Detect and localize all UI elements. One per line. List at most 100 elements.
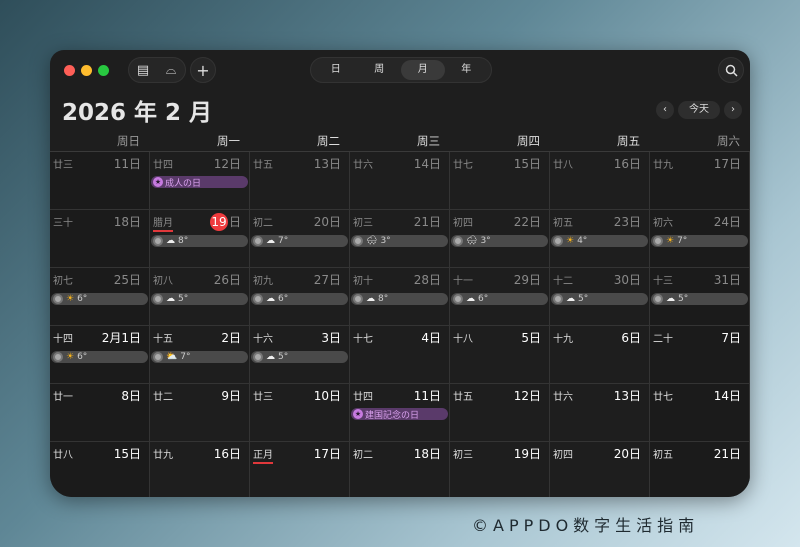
cloud-icon: ☁ [666,294,675,304]
lunar-date: 初九 [253,276,273,287]
day-cell[interactable]: 正月 17日 [250,442,350,497]
day-cell[interactable]: 廿三 10日 [250,384,350,441]
month-grid: 廿三 11日 廿四 12日 ★ 成人の日 廿五 13日 廿六 14日 廿七 15日 廿八 16日 廿九 17日… [50,152,750,497]
minimize-button[interactable] [81,65,92,76]
weather-event[interactable]: ☀ 6° [51,293,148,305]
day-number: 11日 [114,155,141,172]
day-cell[interactable]: 初四 22日 🌨 3° [450,210,550,267]
day-cell[interactable]: 初四 20日 [550,442,650,497]
day-cell[interactable]: 三十 18日 [50,210,150,267]
day-label: 13日 [313,157,341,171]
day-cell[interactable]: 廿四 12日 ★ 成人の日 [150,152,250,209]
day-cell[interactable]: 二十 7日 [650,326,750,383]
holiday-event[interactable]: ★ 成人の日 [151,176,248,189]
day-cell[interactable]: 廿五 12日 [450,384,550,441]
day-number: 24日 [714,213,741,230]
lunar-date: 廿五 [453,392,473,403]
day-cell[interactable]: 廿七 14日 [650,384,750,441]
day-cell[interactable]: 初七 25日 ☀ 6° [50,268,150,325]
day-cell[interactable]: 初六 24日 ☀ 7° [650,210,750,267]
window-controls [64,65,109,76]
weather-event[interactable]: ☁ 8° [351,293,448,305]
day-number: 18日 [114,213,141,230]
day-label: 2月1日 [101,331,141,345]
day-cell[interactable]: 初九 27日 ☁ 6° [250,268,350,325]
calendar-icon [453,236,463,246]
day-cell[interactable]: 廿八 15日 [50,442,150,497]
weather-event[interactable]: ☁ 8° [151,235,248,247]
day-cell[interactable]: 廿九 16日 [150,442,250,497]
day-cell[interactable]: 十四 2月1日 ☀ 6° [50,326,150,383]
inbox-icon[interactable]: ⌓ [165,62,177,78]
day-cell[interactable]: 十三 31日 ☁ 5° [650,268,750,325]
day-label: 31日 [713,273,741,287]
day-cell[interactable]: 廿六 13日 [550,384,650,441]
day-cell[interactable]: 十六 3日 ☁ 5° [250,326,350,383]
day-cell[interactable]: 廿六 14日 [350,152,450,209]
lunar-date: 初四 [553,450,573,461]
day-cell[interactable]: 廿四 11日 ★ 建国記念の日 [350,384,450,441]
day-cell[interactable]: 十七 4日 [350,326,450,383]
day-cell[interactable]: 初十 28日 ☁ 8° [350,268,450,325]
day-cell[interactable]: 十二 30日 ☁ 5° [550,268,650,325]
close-button[interactable] [64,65,75,76]
tab-week[interactable]: 周 [374,64,385,75]
day-number: 6日 [621,329,641,346]
holiday-event[interactable]: ★ 建国記念の日 [351,408,448,421]
temperature: 6° [478,294,489,304]
day-cell[interactable]: 十一 29日 ☁ 6° [450,268,550,325]
day-cell[interactable]: 廿一 8日 [50,384,150,441]
search-button[interactable] [718,57,744,83]
add-event-button[interactable]: + [190,57,216,83]
day-cell[interactable]: 初八 26日 ☁ 5° [150,268,250,325]
day-cell[interactable]: 廿七 15日 [450,152,550,209]
temperature: 5° [178,294,189,304]
day-cell[interactable]: 初五 21日 [650,442,750,497]
zoom-button[interactable] [98,65,109,76]
calendar-icon [253,294,263,304]
day-cell[interactable]: 廿三 11日 [50,152,150,209]
day-cell[interactable]: 初二 20日 ☁ 7° [250,210,350,267]
day-cell[interactable]: 十九 6日 [550,326,650,383]
weather-event[interactable]: ☁ 5° [651,293,748,305]
day-cell[interactable]: 初三 19日 [450,442,550,497]
tab-month[interactable]: 月 [401,60,445,80]
today-button[interactable]: 今天 [678,101,720,119]
weather-event[interactable]: ☁ 6° [451,293,548,305]
day-cell[interactable]: 初五 23日 ☀ 4° [550,210,650,267]
weather-event[interactable]: ☁ 5° [151,293,248,305]
weather-event[interactable]: ☀ 7° [651,235,748,247]
day-number: 28日 [414,271,441,288]
day-cell[interactable]: 腊月 19 日 ☁ 8° [150,210,250,267]
day-cell[interactable]: 廿五 13日 [250,152,350,209]
weather-event[interactable]: ☀ 4° [551,235,648,247]
lunar-date: 廿九 [653,160,673,171]
next-month-button[interactable]: › [724,101,742,119]
tab-day[interactable]: 日 [330,64,341,75]
weather-event[interactable]: 🌨 3° [351,235,448,247]
weather-event[interactable]: ☁ 5° [551,293,648,305]
weather-event[interactable]: ☀ 6° [51,351,148,363]
day-cell[interactable]: 十五 2日 ⛅ 7° [150,326,250,383]
day-label: 12日 [213,157,241,171]
lunar-date: 初三 [453,450,473,461]
weather-event[interactable]: ☁ 7° [251,235,348,247]
day-cell[interactable]: 廿九 17日 [650,152,750,209]
prev-month-button[interactable]: ‹ [656,101,674,119]
weather-event[interactable]: ☁ 6° [251,293,348,305]
day-cell[interactable]: 廿八 16日 [550,152,650,209]
day-label: 17日 [713,157,741,171]
calendar-list-icon[interactable]: ▤ [136,62,150,78]
sun-icon: ☀ [66,294,75,304]
weather-event[interactable]: ☁ 5° [251,351,348,363]
tab-year[interactable]: 年 [461,64,472,75]
lunar-date: 十四 [53,334,73,345]
weather-event[interactable]: 🌨 3° [451,235,548,247]
temperature: 6° [77,294,88,304]
cloud-icon: ☁ [166,294,175,304]
day-cell[interactable]: 廿二 9日 [150,384,250,441]
day-cell[interactable]: 初二 18日 [350,442,450,497]
weather-event[interactable]: ⛅ 7° [151,351,248,363]
day-cell[interactable]: 十八 5日 [450,326,550,383]
day-cell[interactable]: 初三 21日 🌨 3° [350,210,450,267]
